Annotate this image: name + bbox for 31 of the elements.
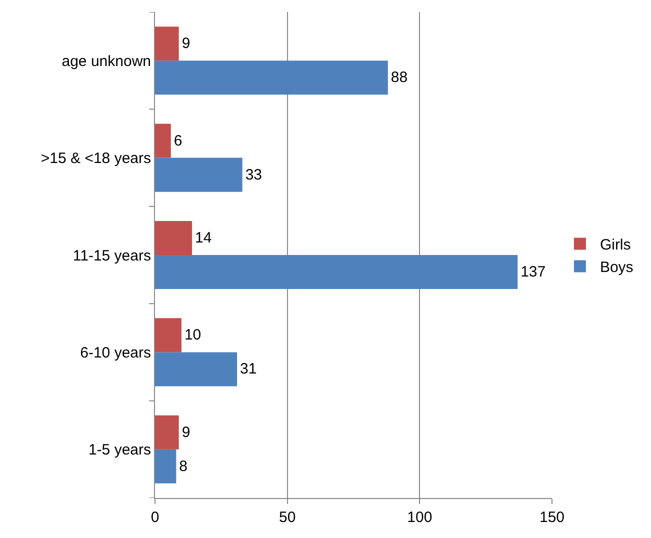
bar bbox=[155, 26, 179, 61]
bar bbox=[155, 255, 518, 290]
x-tick-label: 0 bbox=[150, 509, 160, 526]
x-tick-label: 150 bbox=[539, 509, 565, 526]
x-tick-label: 50 bbox=[278, 509, 296, 526]
bar bbox=[155, 449, 176, 484]
bar bbox=[155, 415, 179, 450]
data-label: 88 bbox=[390, 69, 408, 86]
bar bbox=[155, 352, 238, 386]
data-label: 10 bbox=[184, 326, 202, 344]
data-label: 33 bbox=[245, 166, 262, 184]
bar bbox=[155, 60, 388, 95]
data-label: 9 bbox=[182, 424, 190, 441]
y-tick-label: >15 & <18 years bbox=[40, 150, 151, 168]
data-label: 8 bbox=[179, 458, 188, 475]
bar bbox=[155, 124, 171, 158]
x-tick-label: 100 bbox=[407, 509, 432, 526]
legend-label: Girls bbox=[600, 236, 631, 254]
y-tick-label: 1-5 years bbox=[88, 442, 151, 459]
bar bbox=[155, 158, 242, 192]
data-label: 137 bbox=[520, 264, 546, 281]
y-tick-label: 6-10 years bbox=[80, 344, 151, 362]
legend-label: Boys bbox=[600, 259, 634, 276]
data-label: 6 bbox=[174, 132, 182, 150]
data-label: 14 bbox=[195, 229, 212, 246]
data-label: 31 bbox=[240, 360, 257, 378]
data-label: 9 bbox=[182, 35, 190, 52]
y-tick-label: 11-15 years bbox=[72, 247, 151, 264]
y-tick-label: age unknown bbox=[62, 52, 151, 70]
bar bbox=[155, 318, 182, 352]
bar bbox=[155, 220, 192, 255]
